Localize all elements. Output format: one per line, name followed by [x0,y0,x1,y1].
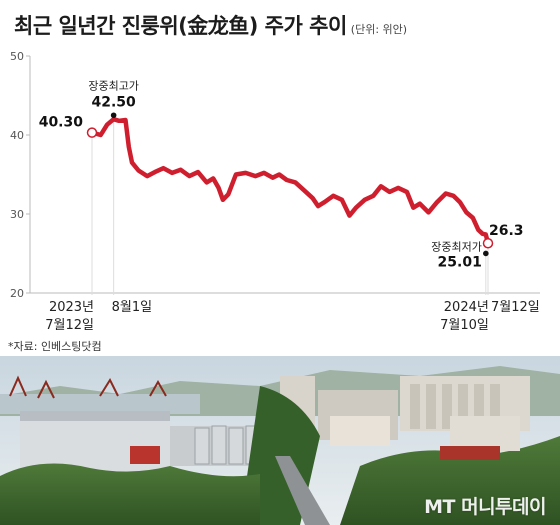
source-note: *자료: 인베스팅닷컴 [8,340,102,353]
x-date-label: 7월12일 [491,300,540,315]
low-label: 장중최저가 [431,240,482,253]
low-point-marker [483,250,489,257]
low-value-label: 25.01 [438,254,482,270]
x-date-label: 2023년 [49,300,94,315]
start-value-label: 40.30 [39,115,84,131]
high-point-marker [110,112,117,119]
chart-title: 최근 일년간 진룽위(金龙鱼) 주가 추이 (단위: 위안) [14,14,408,38]
y-tick-label: 40 [10,129,24,142]
high-value-label: 42.50 [91,94,136,110]
end-point-marker [482,237,494,249]
watermark-logo: MT 머니투데이 [424,496,546,518]
x-date-label: 7월12일 [45,318,94,333]
industrial-factory-photo: MT 머니투데이 [0,356,560,525]
y-tick-label: 30 [10,208,24,221]
start-point-marker [86,127,98,138]
x-date-label: 7월10일 [440,318,489,333]
end-value-label: 26.3 [489,223,524,239]
unit-label: (단위: 위안) [350,23,408,36]
y-tick-label: 20 [10,287,24,300]
high-label: 장중최고가 [88,79,139,92]
y-tick-label: 50 [10,50,24,63]
factory-scene-icon [0,356,560,525]
x-date-label: 8월1일 [112,300,152,315]
x-date-label: 2024년 [444,300,489,315]
price-series-line [89,116,491,246]
